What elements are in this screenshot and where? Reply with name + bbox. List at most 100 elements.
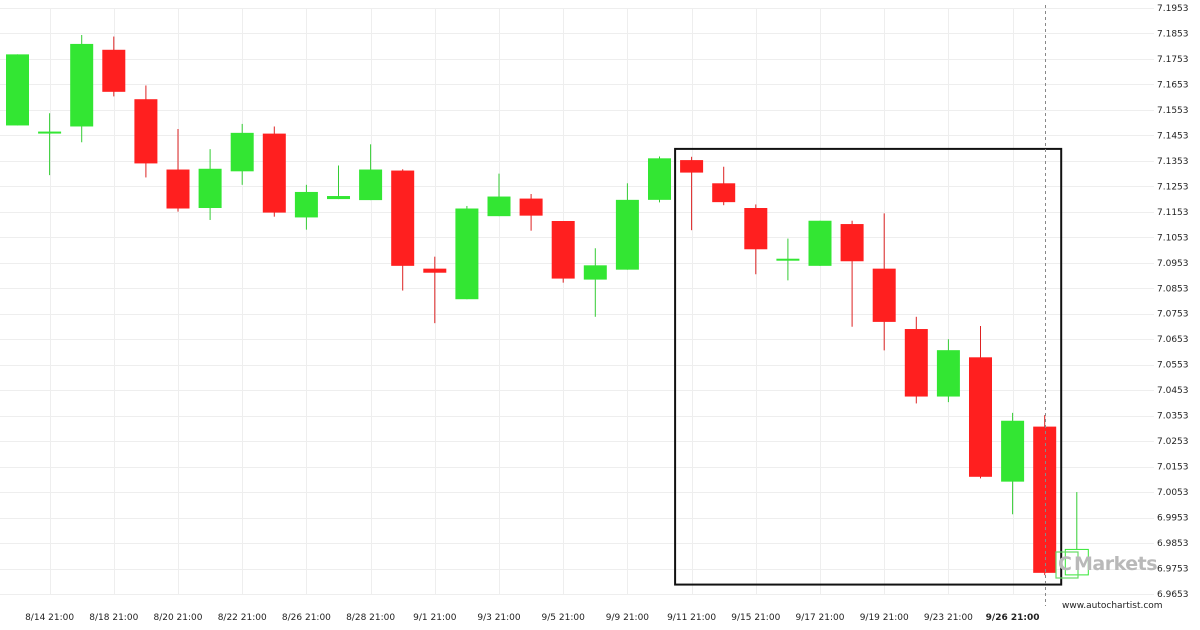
- candle-body: [583, 265, 607, 280]
- candle: [776, 238, 800, 281]
- candle-body: [38, 131, 62, 134]
- candle-body: [359, 169, 383, 201]
- candle: [680, 156, 704, 231]
- y-tick-label: 7.1553: [1157, 106, 1189, 116]
- candle-body: [327, 196, 350, 200]
- candle: [969, 325, 992, 479]
- candle-body: [969, 357, 992, 477]
- candle: [230, 123, 254, 185]
- candle-body: [455, 208, 479, 300]
- candle-body: [6, 54, 29, 126]
- candle-body: [230, 132, 254, 172]
- x-tick-label: 9/3 21:00: [477, 613, 521, 623]
- grid-lines: [0, 8, 1154, 595]
- watermark-name: Markets: [1074, 553, 1157, 575]
- y-tick-label: 7.1253: [1157, 182, 1189, 192]
- watermark-prefix: C: [1058, 553, 1071, 575]
- x-axis: 8/14 21:00 8/18 21:00 8/20 21:00 8/22 21:00…: [25, 613, 1039, 623]
- candle-body: [423, 268, 447, 273]
- x-tick-label: 9/1 21:00: [413, 613, 457, 623]
- candle: [70, 35, 94, 143]
- y-tick-label: 7.0953: [1157, 259, 1189, 269]
- candle-body: [1064, 548, 1089, 576]
- x-tick-label: 9/17 21:00: [795, 613, 844, 623]
- candle-body: [262, 133, 286, 213]
- candle: [294, 184, 318, 230]
- y-tick-label: 7.0353: [1157, 412, 1189, 422]
- candle-body: [840, 224, 864, 262]
- candle: [487, 173, 511, 217]
- x-tick-label: 8/14 21:00: [25, 613, 74, 623]
- candle: [519, 193, 543, 231]
- candle: [262, 126, 286, 217]
- candle-body: [1001, 420, 1025, 482]
- candle-body: [134, 99, 158, 164]
- pattern-overlay: [674, 5, 1063, 606]
- candles: [6, 35, 1089, 576]
- candle: [359, 144, 383, 201]
- x-tick-label: 9/9 21:00: [606, 613, 650, 623]
- y-tick-label: 6.9953: [1157, 514, 1189, 524]
- y-tick-label: 7.0853: [1157, 284, 1189, 294]
- candle: [198, 149, 222, 220]
- candle: [391, 169, 415, 291]
- y-tick-label: 7.1153: [1157, 208, 1189, 218]
- candle: [423, 256, 447, 324]
- candle-body: [712, 183, 736, 203]
- candle-body: [391, 170, 415, 266]
- y-tick-label: 6.9853: [1157, 539, 1189, 549]
- candle-body: [615, 199, 639, 270]
- candle: [872, 213, 896, 351]
- candle: [712, 166, 736, 206]
- candle: [840, 220, 864, 327]
- watermark-logo-box: [1055, 551, 1079, 579]
- y-tick-label: 7.0753: [1157, 310, 1189, 320]
- y-tick-label: 7.0253: [1157, 437, 1189, 447]
- y-tick-label: 7.0653: [1157, 335, 1189, 345]
- candle-body: [1033, 426, 1057, 573]
- candle: [134, 85, 158, 178]
- candle-body: [198, 168, 222, 209]
- y-tick-label: 7.0053: [1157, 488, 1189, 498]
- candle: [808, 220, 832, 266]
- candle: [648, 156, 671, 203]
- candle: [615, 183, 639, 270]
- candle-body: [904, 329, 928, 397]
- y-axis: 7.1953 7.1853 7.1753 7.1653 7.1553 7.1453 7.13…: [1157, 4, 1189, 600]
- watermark-logo: C Markets: [1055, 551, 1158, 579]
- y-tick-label: 7.0453: [1157, 386, 1189, 396]
- source-url: www.autochartist.com: [1062, 601, 1163, 611]
- x-tick-label: 8/18 21:00: [89, 613, 138, 623]
- x-tick-label: 9/11 21:00: [667, 613, 716, 623]
- candle: [551, 220, 575, 283]
- y-tick-label: 6.9653: [1157, 590, 1189, 600]
- candle: [38, 113, 62, 176]
- candle: [583, 248, 607, 317]
- y-tick-label: 7.1753: [1157, 55, 1189, 65]
- y-tick-label: 7.1653: [1157, 80, 1189, 90]
- candle-body: [166, 169, 190, 209]
- candle-body: [808, 220, 832, 266]
- candle: [904, 316, 928, 404]
- candle-body: [872, 268, 896, 322]
- y-tick-label: 7.1453: [1157, 131, 1189, 141]
- x-tick-label: 8/26 21:00: [282, 613, 331, 623]
- x-tick-label: 9/23 21:00: [924, 613, 973, 623]
- x-tick-label: 9/15 21:00: [731, 613, 780, 623]
- y-tick-label: 7.0153: [1157, 463, 1189, 473]
- x-tick-label: 8/22 21:00: [218, 613, 267, 623]
- candle-body: [487, 196, 511, 217]
- candle: [936, 339, 960, 403]
- x-tick-label: 8/20 21:00: [153, 613, 202, 623]
- y-tick-label: 7.1953: [1157, 4, 1189, 14]
- candle-body: [680, 160, 704, 173]
- x-tick-label: 9/5 21:00: [542, 613, 586, 623]
- y-tick-label: 7.0553: [1157, 361, 1189, 371]
- x-tick-label: 9/26 21:00: [986, 613, 1040, 623]
- candle: [1064, 492, 1089, 576]
- candle-body: [102, 49, 126, 92]
- candle: [102, 36, 126, 97]
- candle-body: [648, 158, 671, 200]
- y-tick-label: 7.1353: [1157, 157, 1189, 167]
